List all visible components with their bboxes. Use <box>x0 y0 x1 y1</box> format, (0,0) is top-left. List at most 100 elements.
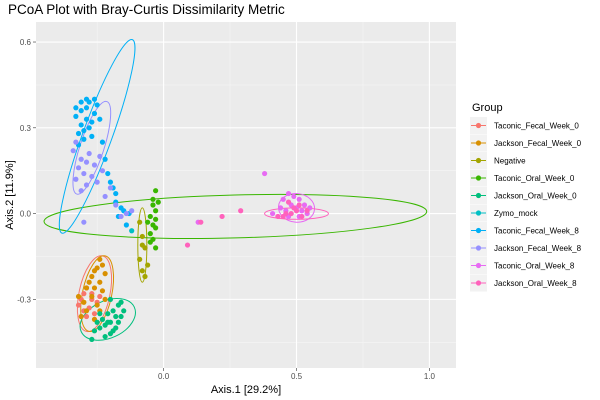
point-taconic-oral-week-8 <box>269 210 276 217</box>
point-taconic-fecal-week-8 <box>78 122 84 128</box>
y-tick-label: -0.3 <box>17 295 31 304</box>
point-jackson-oral-week-0 <box>102 333 108 340</box>
ellipse-jackson-fecal-week-0 <box>80 255 115 333</box>
point-zymo-mock <box>129 228 135 234</box>
y-tick-label: 0.6 <box>20 38 32 47</box>
point-taconic-oral-week-0 <box>153 216 159 222</box>
legend-label: Taconic_Oral_Week_0 <box>494 174 575 183</box>
point-taconic-fecal-week-8 <box>86 125 92 131</box>
point-taconic-fecal-week-8 <box>83 116 90 122</box>
point-jackson-oral-week-0 <box>105 311 111 317</box>
y-tick-label: 0.0 <box>20 210 32 219</box>
point-jackson-oral-week-8 <box>219 213 225 220</box>
legend-title: Group <box>472 102 503 114</box>
legend-key-point <box>475 192 482 199</box>
chart-title: PCoA Plot with Bray-Curtis Dissimilarity… <box>8 2 285 17</box>
point-taconic-fecal-week-8 <box>107 179 114 185</box>
legend-label: Taconic_Oral_Week_8 <box>494 262 575 271</box>
point-taconic-fecal-week-8 <box>123 222 129 228</box>
point-jackson-fecal-week-8 <box>129 208 135 214</box>
point-jackson-oral-week-0 <box>91 328 98 334</box>
x-axis-ticks: 0.0 0.5 1.0 <box>158 368 436 381</box>
point-jackson-oral-week-8 <box>296 202 302 208</box>
point-jackson-oral-week-0 <box>97 325 103 331</box>
point-jackson-fecal-week-0 <box>83 285 90 291</box>
point-jackson-fecal-week-0 <box>86 279 92 285</box>
point-jackson-fecal-week-8 <box>81 219 87 225</box>
point-taconic-fecal-week-8 <box>91 110 98 117</box>
point-jackson-fecal-week-0 <box>89 293 95 300</box>
point-negative <box>139 242 145 248</box>
point-taconic-oral-week-8 <box>299 208 305 214</box>
point-jackson-oral-week-0 <box>113 313 119 320</box>
point-jackson-fecal-week-0 <box>78 313 84 320</box>
legend-item-taconic-oral-week-8: Taconic_Oral_Week_8 <box>470 257 575 274</box>
point-taconic-oral-week-8 <box>277 205 284 211</box>
point-jackson-fecal-week-8 <box>94 179 100 185</box>
point-jackson-fecal-week-0 <box>81 299 87 305</box>
point-jackson-oral-week-0 <box>99 316 106 322</box>
point-taconic-fecal-week-0 <box>75 302 82 308</box>
confidence-ellipses <box>43 39 428 341</box>
point-jackson-fecal-week-8 <box>91 162 98 168</box>
point-jackson-fecal-week-8 <box>81 170 87 177</box>
point-jackson-fecal-week-8 <box>86 150 92 157</box>
point-taconic-oral-week-8 <box>285 190 292 197</box>
point-jackson-fecal-week-0 <box>75 293 82 300</box>
point-jackson-fecal-week-0 <box>102 296 108 302</box>
point-taconic-oral-week-0 <box>155 199 161 205</box>
legend-key-point <box>475 122 482 129</box>
point-jackson-fecal-week-8 <box>78 188 84 194</box>
point-jackson-fecal-week-0 <box>97 256 103 262</box>
point-taconic-oral-week-0 <box>153 188 159 194</box>
legend-item-taconic-fecal-week-8: Taconic_Fecal_Week_8 <box>470 222 579 239</box>
point-taconic-oral-week-8 <box>301 202 308 208</box>
point-jackson-oral-week-8 <box>285 199 292 205</box>
point-jackson-oral-week-8 <box>280 213 286 220</box>
point-jackson-fecal-week-0 <box>94 302 100 308</box>
point-taconic-oral-week-0 <box>153 208 159 214</box>
point-taconic-fecal-week-8 <box>78 108 84 114</box>
point-taconic-fecal-week-8 <box>113 190 119 197</box>
legend-label: Taconic_Fecal_Week_0 <box>494 122 579 131</box>
point-taconic-oral-week-0 <box>147 231 153 237</box>
point-jackson-fecal-week-8 <box>113 202 119 208</box>
point-jackson-fecal-week-8 <box>97 153 103 159</box>
point-taconic-oral-week-8 <box>291 193 297 200</box>
point-taconic-fecal-week-0 <box>97 293 103 300</box>
point-taconic-fecal-week-8 <box>99 139 106 145</box>
point-taconic-fecal-week-8 <box>73 113 79 119</box>
point-taconic-oral-week-0 <box>145 219 151 225</box>
point-negative <box>137 219 143 225</box>
point-jackson-fecal-week-8 <box>70 148 76 154</box>
point-taconic-fecal-week-8 <box>83 105 90 111</box>
point-taconic-fecal-week-8 <box>89 133 95 139</box>
point-jackson-oral-week-0 <box>94 319 100 325</box>
point-jackson-fecal-week-0 <box>102 271 108 277</box>
point-jackson-fecal-week-8 <box>99 168 106 174</box>
legend-key-point <box>475 245 482 251</box>
point-jackson-oral-week-8 <box>198 219 204 225</box>
point-taconic-fecal-week-0 <box>91 311 98 317</box>
point-jackson-fecal-week-8 <box>102 193 108 200</box>
legend-label: Jackson_Fecal_Week_0 <box>494 139 582 148</box>
point-taconic-fecal-week-8 <box>91 96 98 102</box>
point-jackson-oral-week-0 <box>105 319 111 325</box>
point-negative <box>137 256 143 262</box>
point-jackson-fecal-week-0 <box>99 262 106 268</box>
legend-key-point <box>475 227 482 234</box>
point-taconic-oral-week-0 <box>147 213 153 220</box>
legend-item-taconic-fecal-week-0: Taconic_Fecal_Week_0 <box>470 117 579 134</box>
point-taconic-oral-week-0 <box>150 202 156 208</box>
legend-key-point <box>475 175 482 181</box>
point-jackson-fecal-week-8 <box>73 176 79 182</box>
point-jackson-fecal-week-8 <box>75 165 82 171</box>
point-taconic-oral-week-8 <box>262 170 268 177</box>
point-taconic-fecal-week-8 <box>81 136 87 142</box>
legend-item-taconic-oral-week-0: Taconic_Oral_Week_0 <box>470 169 575 187</box>
point-jackson-fecal-week-0 <box>97 279 103 285</box>
point-jackson-oral-week-0 <box>115 319 122 325</box>
point-jackson-oral-week-0 <box>107 296 114 302</box>
legend-key-point <box>475 157 482 164</box>
